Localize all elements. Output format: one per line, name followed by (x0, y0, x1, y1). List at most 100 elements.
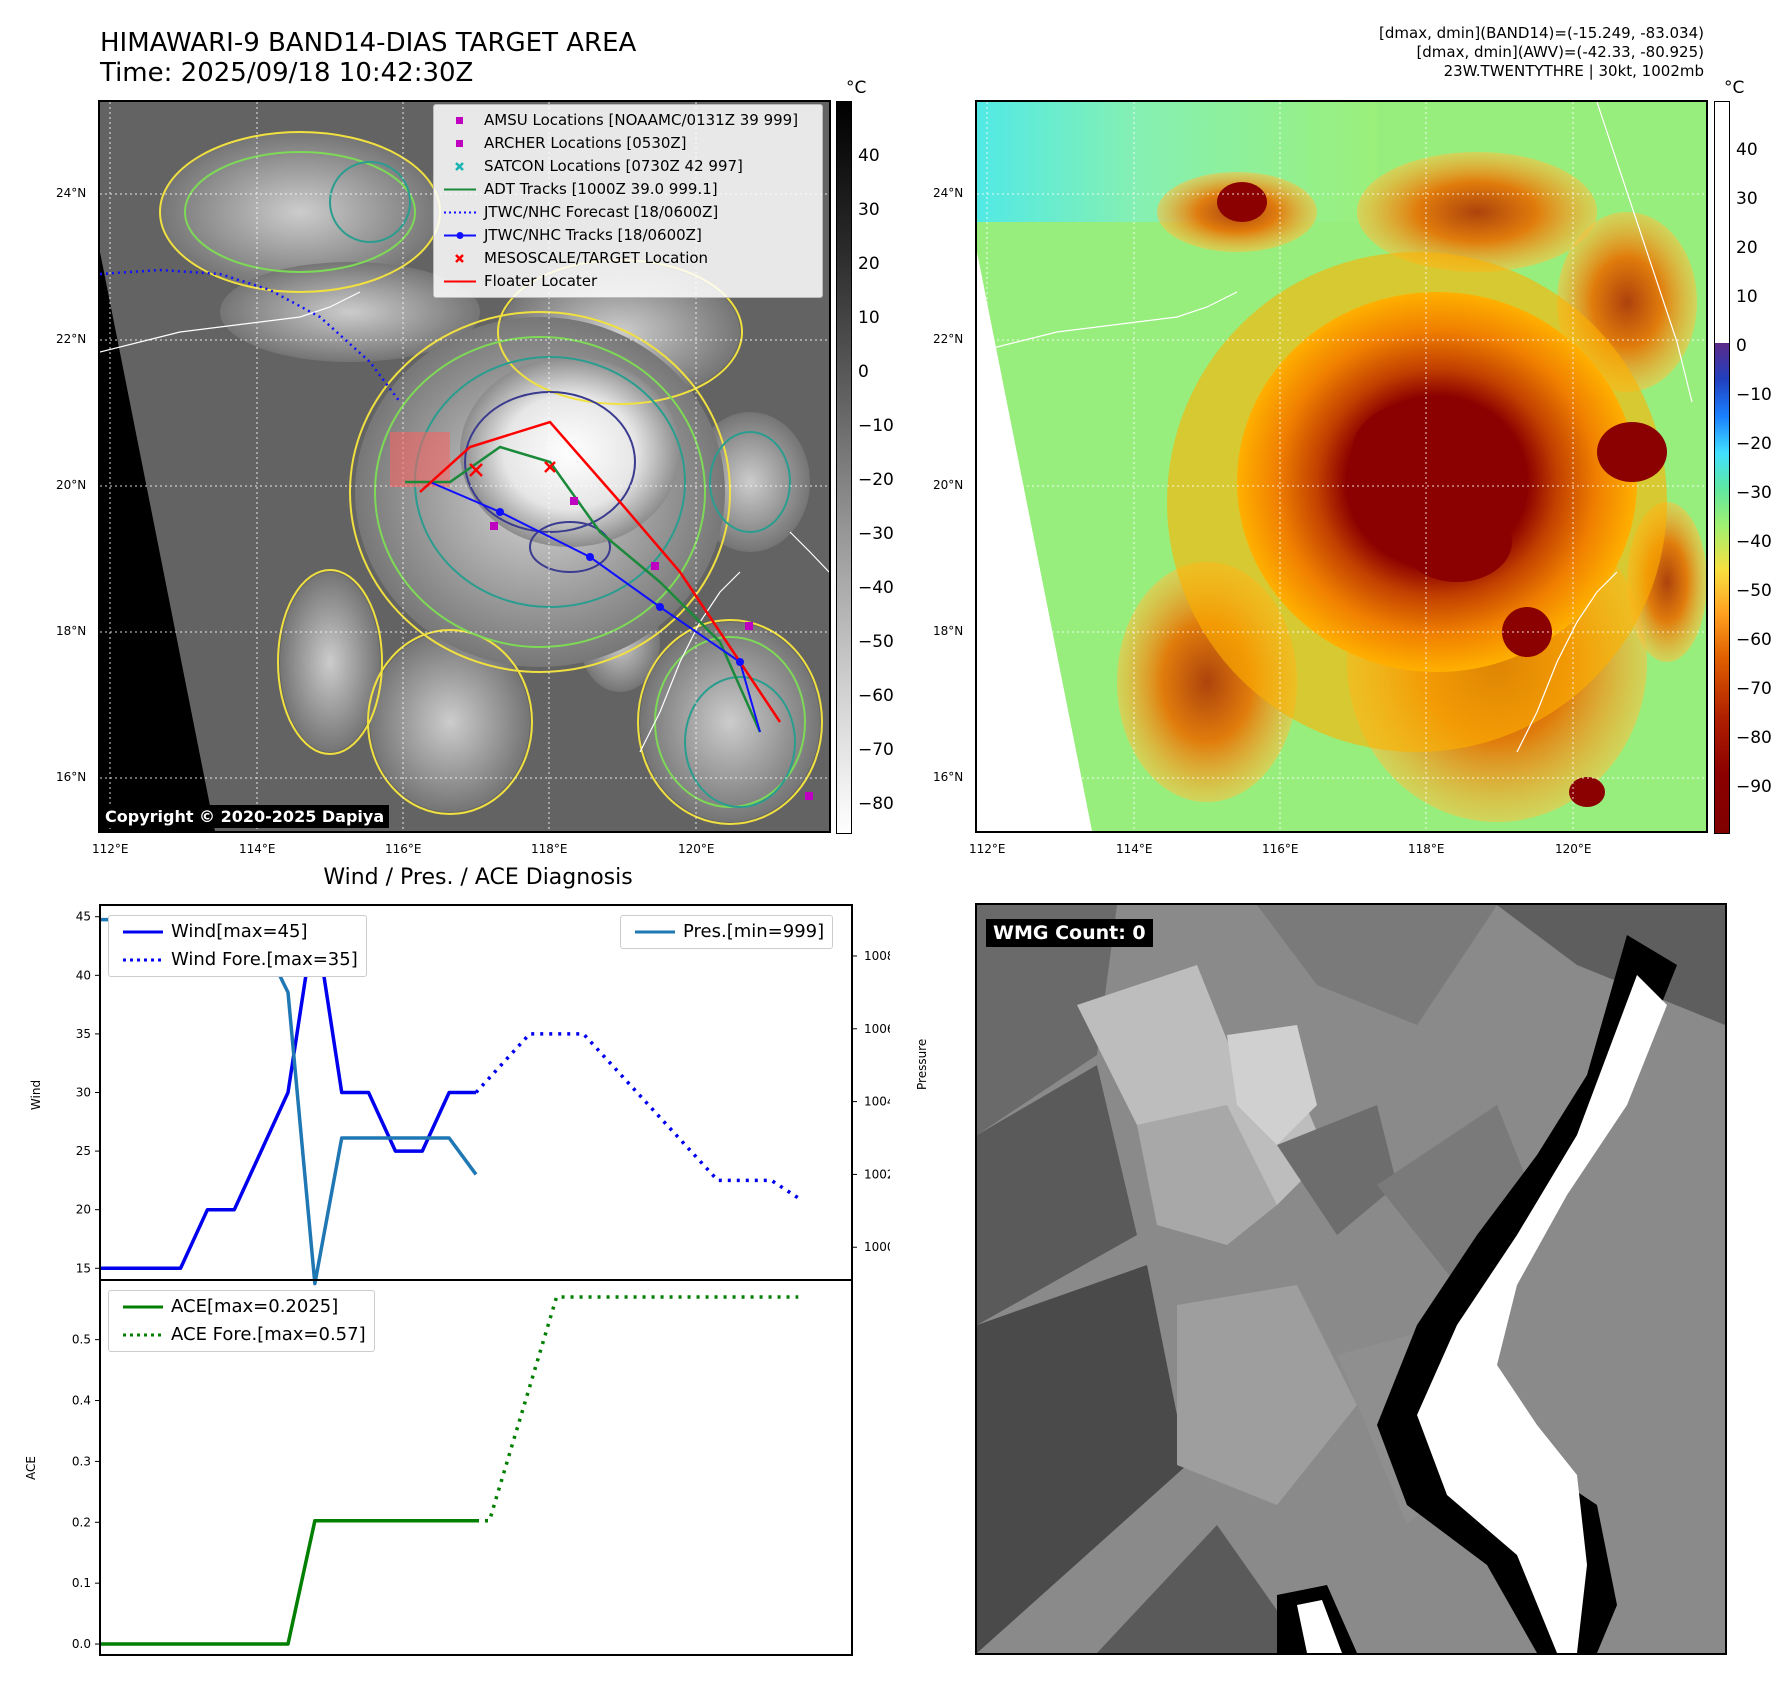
wind-y-tick-label: 30 (76, 1086, 91, 1100)
wind-y-tick-label: 25 (76, 1144, 91, 1158)
lon-tick: 120°E (1555, 842, 1592, 856)
colorbar-tick: −90 (1736, 777, 1772, 797)
colorbar-tick: 10 (1736, 287, 1758, 307)
lon-tick: 116°E (385, 842, 422, 856)
wind-y-tick-label: 20 (76, 1203, 91, 1217)
colorbar-tick: −60 (858, 686, 894, 706)
legend-item-mesoscale: MESOSCALE/TARGET Location (434, 247, 822, 270)
pressure-y-tick-label: 1006 (864, 1022, 890, 1036)
legend-item-amsu: AMSU Locations [NOAAMC/0131Z 39 999] (434, 109, 822, 132)
blue-line-icon (123, 930, 163, 934)
colorbar-tick: −20 (858, 470, 894, 490)
colorbar-tick: −10 (1736, 385, 1772, 405)
wmg-count-label: WMG Count: 0 (986, 919, 1153, 947)
blue-line-dot-icon (444, 232, 476, 239)
lon-tick: 118°E (1408, 842, 1445, 856)
ace-y-tick-label: 0.0 (72, 1637, 91, 1651)
colorbar-tick: 0 (1736, 336, 1747, 356)
legend-item-wind: Wind[max=45] (109, 918, 358, 946)
pressure-y-tick-label: 1008 (864, 949, 890, 963)
wmg-panel (975, 903, 1727, 1655)
lon-tick: 116°E (1262, 842, 1299, 856)
colorized-ir-imagery (977, 102, 1706, 831)
colorbar-tick: −30 (1736, 483, 1772, 503)
lat-tick: 16°N (933, 770, 964, 784)
colorbar-unit: °C (1724, 78, 1745, 98)
legend-item-ace: ACE[max=0.2025] (109, 1293, 366, 1321)
map-legend: AMSU Locations [NOAAMC/0131Z 39 999] ARC… (433, 104, 823, 298)
legend-item-jtwc-forecast: JTWC/NHC Forecast [18/0600Z] (434, 201, 822, 224)
lon-tick: 120°E (678, 842, 715, 856)
info-line1: [dmax, dmin](BAND14)=(-15.249, -83.034) (1379, 24, 1704, 42)
legend-item-satcon: SATCON Locations [0730Z 42 997] (434, 155, 822, 178)
colorbar-tick: 10 (858, 308, 880, 328)
wind-series-line (100, 914, 476, 1271)
wind-axis-label: Wind (29, 1080, 43, 1110)
colorbar-tick: 30 (858, 200, 880, 220)
lat-tick: 16°N (56, 770, 87, 784)
copyright-label: Copyright © 2020-2025 Dapiya (100, 805, 390, 828)
legend-item-floater: Floater Locater (434, 270, 822, 293)
colorbar-tick: 40 (1736, 140, 1758, 160)
colorbar-tick: −80 (1736, 728, 1772, 748)
lat-tick: 18°N (56, 624, 87, 638)
legend-item-pressure: Pres.[min=999] (621, 918, 824, 946)
colorbar-tick: −50 (1736, 581, 1772, 601)
colorbar-tick: −60 (1736, 630, 1772, 650)
green-dotted-line-icon (123, 1333, 163, 1337)
wmg-pixel-imagery (977, 905, 1725, 1653)
lat-tick: 22°N (56, 332, 87, 346)
legend-item-archer: ARCHER Locations [0530Z] (434, 132, 822, 155)
ace-axis-label: ACE (24, 1456, 38, 1480)
red-line-icon (444, 280, 476, 283)
cyan-x-icon (455, 162, 464, 171)
colorbar-tick: 40 (858, 146, 880, 166)
lat-tick: 24°N (933, 186, 964, 200)
wind-forecast-series-line (474, 1032, 800, 1200)
lon-tick: 118°E (531, 842, 568, 856)
ace-forecast-series-line (476, 1295, 799, 1523)
figure-title-line2: Time: 2025/09/18 10:42:30Z (100, 58, 474, 88)
ace-y-tick-label: 0.3 (72, 1454, 91, 1468)
info-line3: 23W.TWENTYTHRE | 30kt, 1002mb (1443, 62, 1704, 80)
colorbar-tick: −80 (858, 794, 894, 814)
colorbar-tick: 20 (858, 254, 880, 274)
ace-series-line (100, 1519, 476, 1646)
legend-item-ace-forecast: ACE Fore.[max=0.57] (109, 1321, 366, 1349)
diagnosis-chart-title: Wind / Pres. / ACE Diagnosis (323, 865, 633, 890)
colorbar-tick: −70 (1736, 679, 1772, 699)
colorbar-tick: −20 (1736, 434, 1772, 454)
grayscale-colorbar (836, 101, 852, 834)
ace-legend: ACE[max=0.2025] ACE Fore.[max=0.57] (108, 1290, 375, 1352)
wind-y-tick-label: 45 (76, 910, 91, 924)
green-line-icon (123, 1305, 163, 1309)
pressure-legend: Pres.[min=999] (620, 915, 834, 949)
legend-item-jtwc-tracks: JTWC/NHC Tracks [18/0600Z] (434, 224, 822, 247)
green-line-icon (444, 188, 476, 191)
colorbar-tick: −40 (858, 578, 894, 598)
color-colorbar (1714, 101, 1730, 834)
blue-dotted-line-icon (444, 211, 476, 214)
pressure-y-tick-label: 1000 (864, 1240, 890, 1254)
lon-tick: 114°E (1116, 842, 1153, 856)
pressure-y-tick-label: 1004 (864, 1095, 890, 1109)
ace-y-tick-label: 0.1 (72, 1576, 91, 1590)
colorbar-tick: 30 (1736, 189, 1758, 209)
lat-tick: 22°N (933, 332, 964, 346)
magenta-square-icon (456, 117, 463, 124)
lat-tick: 20°N (933, 478, 964, 492)
lon-tick: 112°E (92, 842, 129, 856)
wind-y-tick-label: 40 (76, 968, 91, 982)
steelblue-line-icon (635, 930, 675, 934)
ace-plot-frame (99, 1279, 853, 1656)
blue-dotted-line-icon (123, 958, 163, 962)
colorbar-tick: −30 (858, 524, 894, 544)
pressure-y-tick-label: 1002 (864, 1167, 890, 1181)
wind-y-tick-label: 35 (76, 1027, 91, 1041)
info-line2: [dmax, dmin](AWV)=(-42.33, -80.925) (1416, 43, 1704, 61)
colorbar-tick: −50 (858, 632, 894, 652)
colorized-ir-map (975, 100, 1708, 833)
lat-tick: 20°N (56, 478, 87, 492)
wind-y-tick-label: 15 (76, 1261, 91, 1275)
ace-y-tick-label: 0.4 (72, 1394, 91, 1408)
